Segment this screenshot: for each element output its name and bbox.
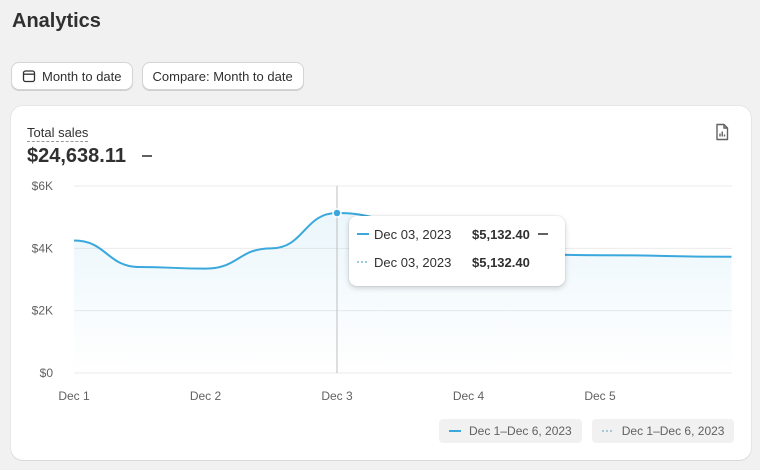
date-range-label: Month to date [42, 68, 122, 84]
x-tick-label: Dec 5 [584, 389, 616, 403]
legend-item-comparison[interactable]: Dec 1–Dec 6, 2023 [591, 419, 735, 443]
y-tick-label: $4K [32, 241, 53, 255]
tooltip-comparison-key [357, 261, 369, 263]
total-sales-card: Total sales $24,638.11 $0 $2K $4K $6K Dec 1… [11, 106, 751, 460]
tooltip-primary-value: $5,132.40 [472, 226, 530, 242]
legend-item-primary[interactable]: Dec 1–Dec 6, 2023 [439, 419, 582, 443]
x-tick-label: Dec 2 [190, 389, 222, 403]
page-title: Analytics [12, 10, 101, 32]
metric-value: $24,638.11 [27, 145, 126, 167]
tooltip-row-comparison: Dec 03, 2023 $5,132.40 [357, 253, 557, 271]
calendar-icon [22, 70, 36, 83]
export-report-icon[interactable] [714, 123, 730, 141]
legend-primary-key [449, 430, 461, 432]
toolbar: Month to date Compare: Month to date [11, 62, 304, 90]
x-tick-label: Dec 3 [321, 389, 353, 403]
hover-point [332, 208, 342, 218]
tooltip-primary-key [357, 233, 369, 235]
chart-tooltip: Dec 03, 2023 $5,132.40 Dec 03, 2023 $5,1… [349, 216, 565, 286]
date-range-button[interactable]: Month to date [11, 62, 133, 90]
compare-label: Compare: Month to date [152, 68, 293, 84]
legend-comparison-label: Dec 1–Dec 6, 2023 [621, 424, 725, 438]
legend-primary-label: Dec 1–Dec 6, 2023 [469, 424, 572, 438]
metric-change-dash [142, 155, 152, 157]
x-tick-label: Dec 4 [453, 389, 485, 403]
tooltip-primary-date: Dec 03, 2023 [374, 226, 452, 242]
y-tick-label: $6K [32, 179, 53, 193]
y-tick-label: $2K [32, 304, 53, 318]
metric-label[interactable]: Total sales [27, 125, 89, 142]
legend-comparison-key [601, 430, 614, 432]
tooltip-row-primary: Dec 03, 2023 $5,132.40 [357, 225, 557, 243]
tooltip-comparison-value: $5,132.40 [472, 254, 530, 270]
x-tick-label: Dec 1 [58, 389, 90, 403]
compare-button[interactable]: Compare: Month to date [141, 62, 304, 90]
series-area [74, 213, 732, 373]
tooltip-change-dash [537, 233, 548, 235]
tooltip-comparison-date: Dec 03, 2023 [374, 254, 452, 270]
chart-legend: Dec 1–Dec 6, 2023 Dec 1–Dec 6, 2023 [439, 419, 735, 443]
y-tick-label: $0 [40, 366, 54, 380]
